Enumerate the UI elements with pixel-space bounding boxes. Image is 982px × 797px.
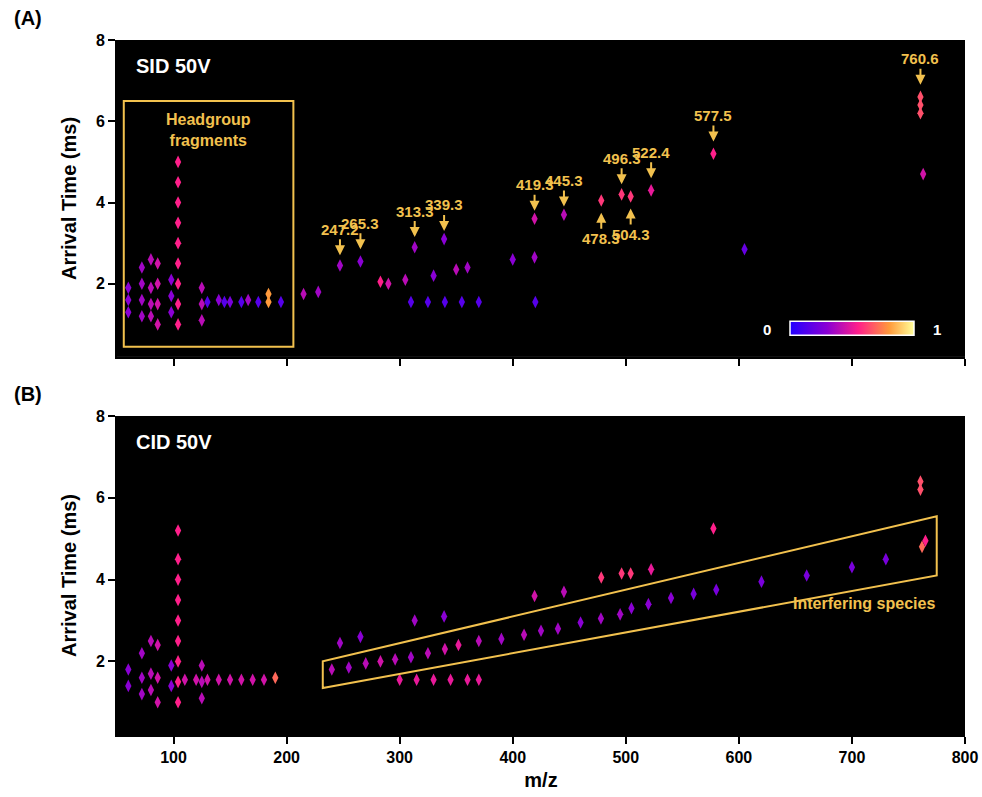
svg-text:800: 800 [952, 749, 979, 766]
svg-text:4: 4 [96, 194, 105, 211]
svg-text:760.6: 760.6 [901, 50, 939, 67]
svg-text:m/z: m/z [524, 769, 557, 791]
svg-text:247.2: 247.2 [321, 221, 359, 238]
svg-text:400: 400 [499, 749, 526, 766]
svg-text:Headgroupfragments: Headgroupfragments [166, 111, 251, 149]
svg-text:(B): (B) [14, 383, 42, 405]
svg-text:Interfering species: Interfering species [793, 595, 935, 612]
svg-text:200: 200 [273, 749, 300, 766]
svg-text:445.3: 445.3 [545, 172, 583, 189]
svg-text:339.3: 339.3 [425, 196, 463, 213]
svg-text:300: 300 [386, 749, 413, 766]
svg-text:2: 2 [96, 275, 105, 292]
svg-text:CID 50V: CID 50V [136, 431, 212, 453]
svg-text:313.3: 313.3 [396, 203, 434, 220]
svg-text:100: 100 [160, 749, 187, 766]
svg-text:8: 8 [96, 32, 105, 49]
svg-text:600: 600 [726, 749, 753, 766]
svg-text:Arrival Time (ms): Arrival Time (ms) [58, 117, 80, 280]
svg-text:504.3: 504.3 [612, 226, 650, 243]
svg-text:(A): (A) [14, 7, 42, 29]
svg-text:700: 700 [839, 749, 866, 766]
svg-text:1: 1 [933, 321, 941, 338]
svg-text:265.3: 265.3 [341, 215, 379, 232]
svg-text:0: 0 [763, 321, 771, 338]
svg-text:8: 8 [96, 408, 105, 425]
svg-text:577.5: 577.5 [694, 107, 732, 124]
svg-text:496.3: 496.3 [603, 150, 641, 167]
svg-text:419.3: 419.3 [516, 176, 554, 193]
svg-text:Arrival Time (ms): Arrival Time (ms) [58, 494, 80, 657]
svg-text:2: 2 [96, 653, 105, 670]
svg-text:500: 500 [612, 749, 639, 766]
svg-text:4: 4 [96, 571, 105, 588]
svg-text:6: 6 [96, 489, 105, 506]
svg-text:SID 50V: SID 50V [136, 55, 211, 77]
svg-text:522.4: 522.4 [632, 144, 670, 161]
svg-text:6: 6 [96, 113, 105, 130]
svg-text:478.3: 478.3 [582, 230, 620, 247]
